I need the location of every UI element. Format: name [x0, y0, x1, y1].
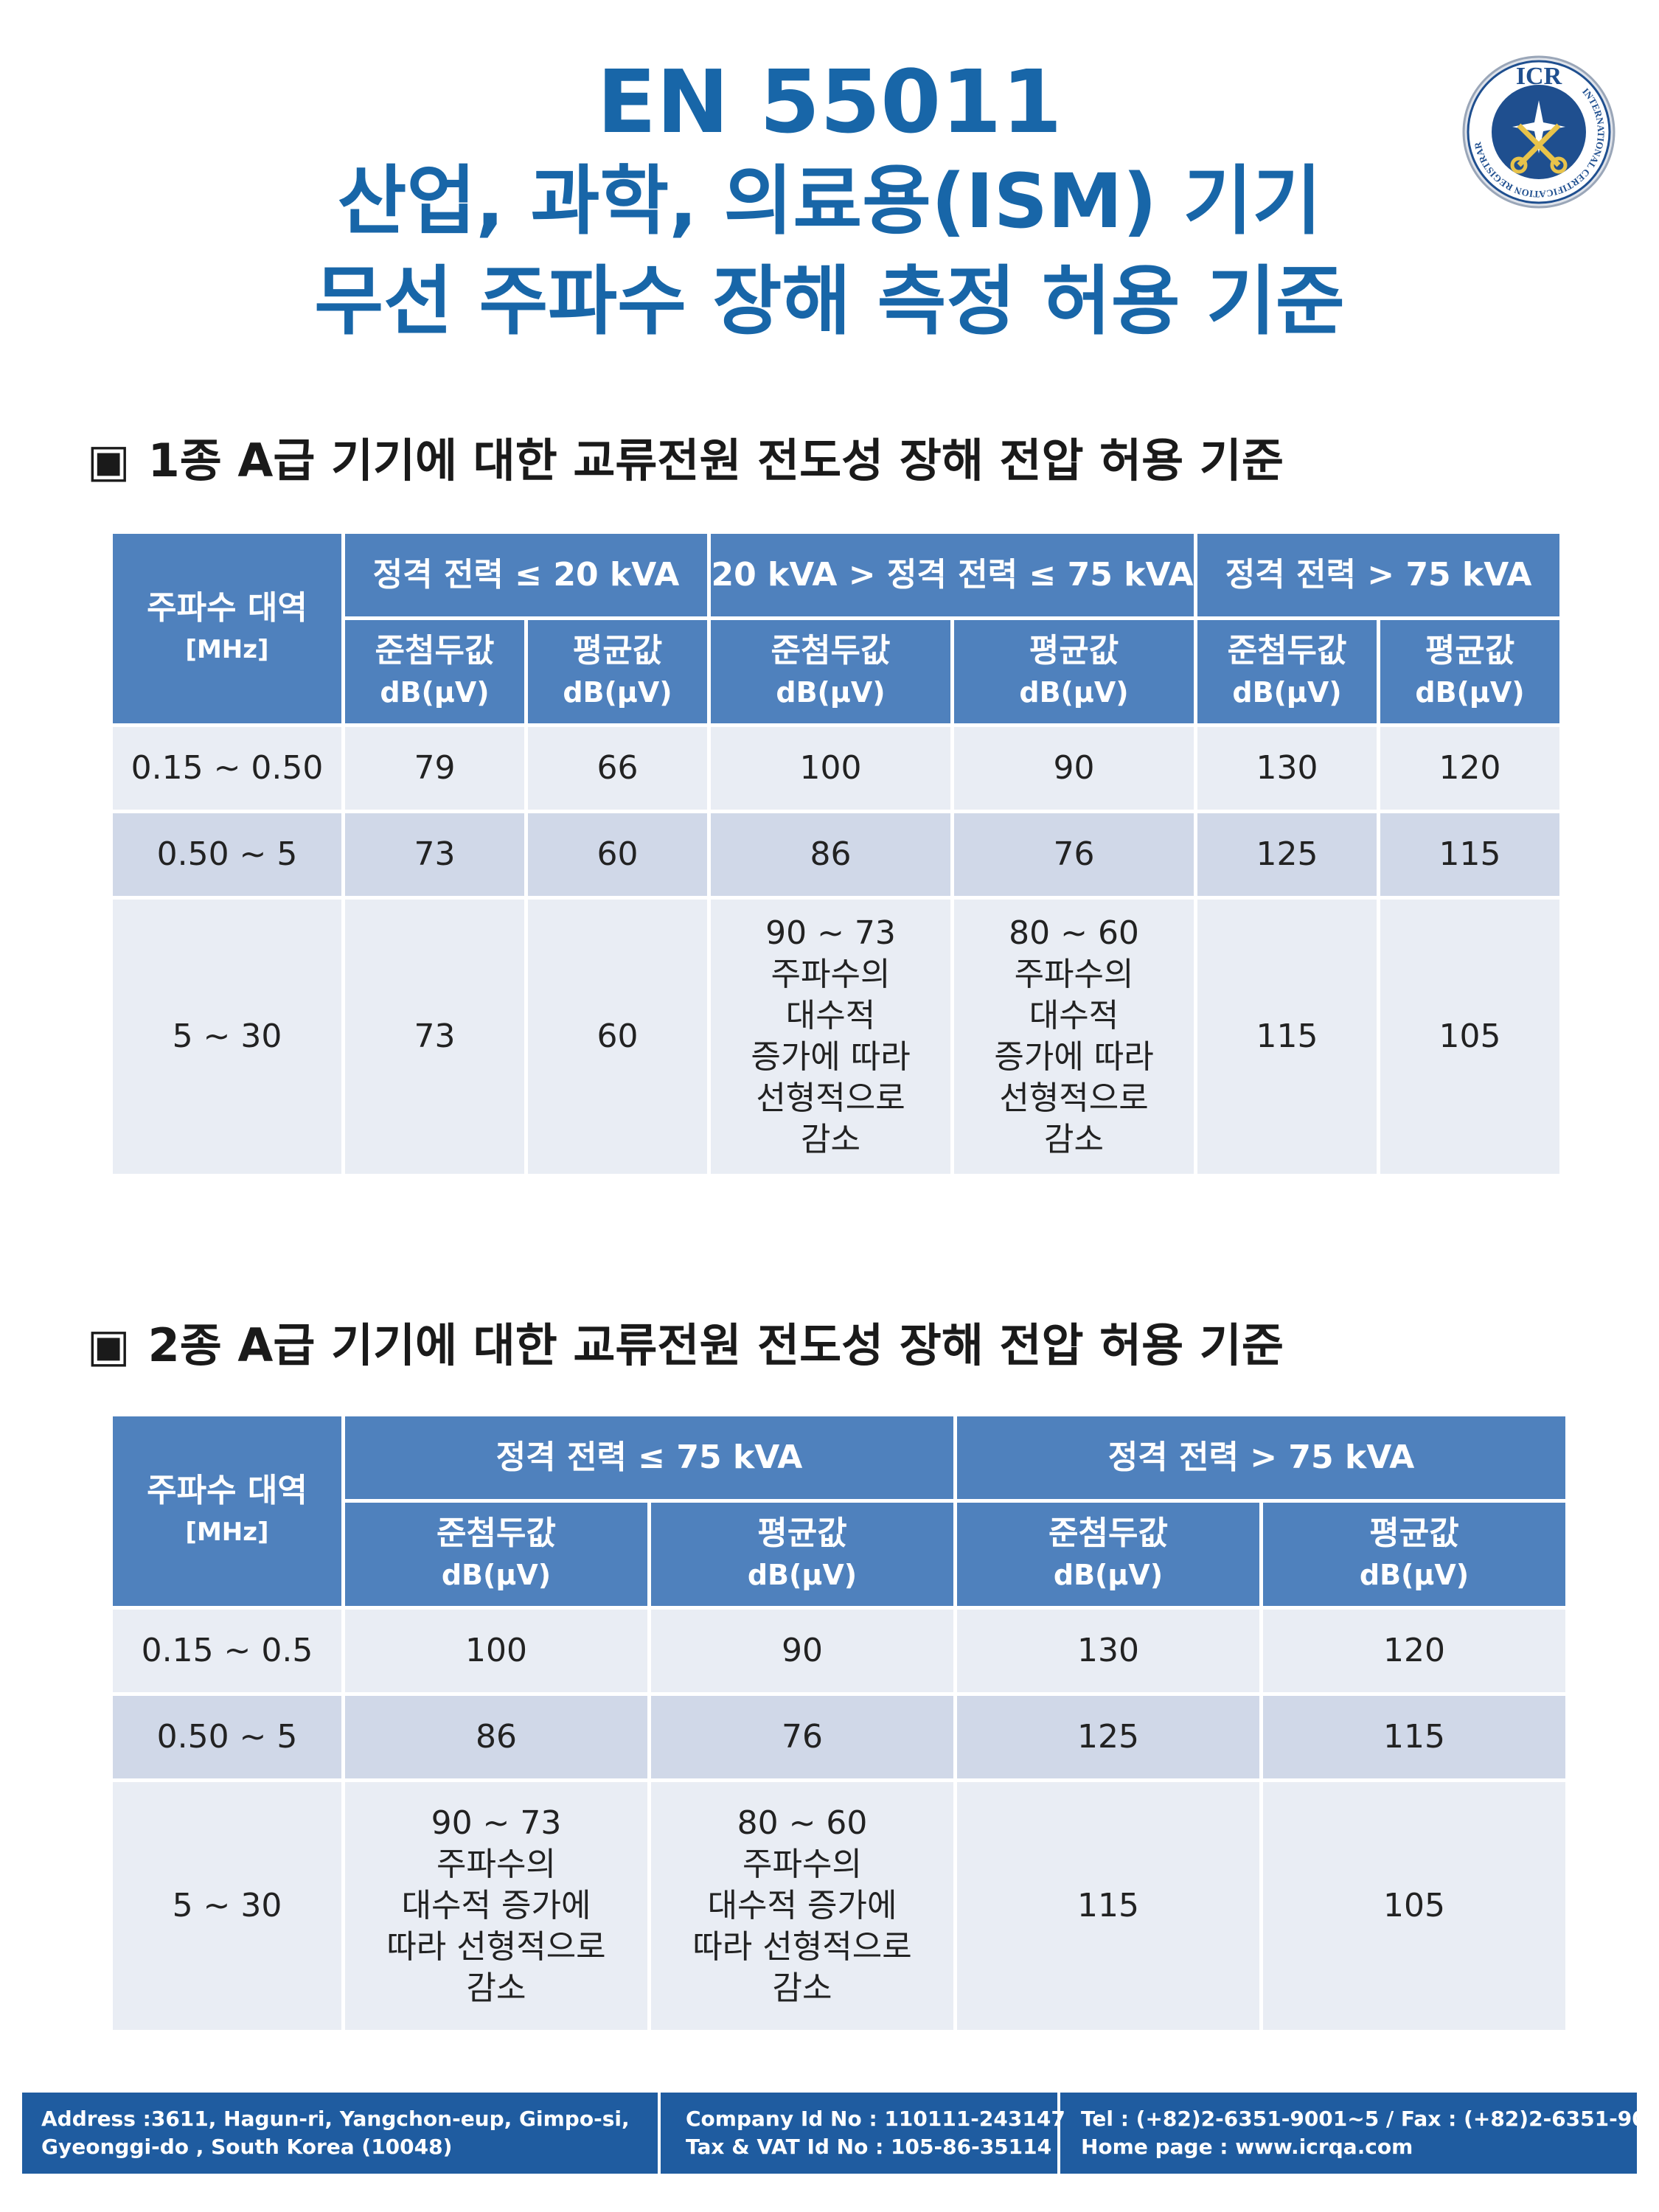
company-id: Company Id No : 110111-243147: [686, 2107, 1065, 2131]
table-cell: 120: [1263, 1610, 1566, 1692]
table-cell: 73: [345, 900, 524, 1174]
tel-fax: Tel : (+82)2-6351-9001~5 / Fax : (+82)2-…: [1081, 2107, 1659, 2131]
tax-id: Tax & VAT Id No : 105-86-35114: [686, 2135, 1052, 2159]
average-header: 평균값 dB(μV): [954, 620, 1194, 723]
footer-bar: Address :3611, Hagun-ri, Yangchon-eup, G…: [22, 2093, 1659, 2174]
quasi-peak-header: 준첨두값 dB(μV): [1197, 620, 1377, 723]
address-line-2: Gyeonggi-do , South Korea (10048): [41, 2135, 453, 2159]
table-cell: 0.50 ~ 5: [113, 813, 341, 896]
table-cell: 5 ~ 30: [113, 1782, 341, 2030]
table-cell: 76: [954, 813, 1194, 896]
table-cell: 60: [528, 813, 708, 896]
homepage-link[interactable]: Home page : www.icrqa.com: [1081, 2135, 1413, 2159]
table-cell: 115: [1263, 1696, 1566, 1778]
average-header: 평균값 dB(μV): [528, 620, 708, 723]
table-cell: 80 ~ 60 주파수의 대수적 증가에 따라 선형적으로 감소: [954, 900, 1194, 1174]
average-header: 평균값 dB(μV): [1263, 1503, 1566, 1606]
limits-table-class2: 주파수 대역 [MHz] 정격 전력 ≤ 75 kVA 정격 전력 > 75 k…: [109, 1413, 1569, 2034]
address-line-1: Address :3611, Hagun-ri, Yangchon-eup, G…: [41, 2107, 630, 2131]
frequency-header: 주파수 대역 [MHz]: [113, 1416, 341, 1606]
title-line-2: 산업, 과학, 의료용(ISM) 기기: [337, 158, 1322, 246]
table-cell: 86: [711, 813, 951, 896]
table-cell: 130: [1197, 727, 1377, 810]
table-cell: 90 ~ 73 주파수의 대수적 증가에 따라 선형적으로 감소: [345, 1782, 647, 2030]
limits-table-class1: 주파수 대역 [MHz] 정격 전력 ≤ 20 kVA 20 kVA > 정격 …: [109, 530, 1563, 1178]
section-2-heading-text: 2종 A급 기기에 대한 교류전원 전도성 장해 전압 허용 기준: [147, 1318, 1284, 1372]
title-line-3: 무선 주파수 장해 측정 허용 기준: [314, 258, 1345, 346]
logo-text: ICR: [1516, 63, 1562, 90]
table-cell: 90: [954, 727, 1194, 810]
group-header: 20 kVA > 정격 전력 ≤ 75 kVA: [711, 534, 1194, 616]
footer-address: Address :3611, Hagun-ri, Yangchon-eup, G…: [41, 2093, 630, 2174]
section-marker-icon: ▣: [87, 434, 131, 487]
table-cell: 130: [957, 1610, 1260, 1692]
keys-icon: [1510, 100, 1568, 174]
footer-divider: [1057, 2093, 1060, 2174]
table-cell: 115: [1197, 900, 1377, 1174]
footer-company-ids: Company Id No : 110111-243147 Tax & VAT …: [686, 2093, 1065, 2174]
table-row: 0.15 ~ 0.5 100 90 130 120: [113, 1610, 1566, 1692]
table-cell: 105: [1263, 1782, 1566, 2030]
average-header: 평균값 dB(μV): [651, 1503, 954, 1606]
table-cell: 0.15 ~ 0.5: [113, 1610, 341, 1692]
table-cell: 76: [651, 1696, 954, 1778]
quasi-peak-header: 준첨두값 dB(μV): [957, 1503, 1260, 1606]
group-header: 정격 전력 > 75 kVA: [1197, 534, 1560, 616]
table-cell: 73: [345, 813, 524, 896]
title-standard: EN 55011: [597, 51, 1062, 153]
table-cell: 115: [957, 1782, 1260, 2030]
table-cell: 66: [528, 727, 708, 810]
section-1-heading-text: 1종 A급 기기에 대한 교류전원 전도성 장해 전압 허용 기준: [147, 434, 1284, 487]
group-header: 정격 전력 ≤ 20 kVA: [345, 534, 708, 616]
table-cell: 0.15 ~ 0.50: [113, 727, 341, 810]
table-row: 5 ~ 30 90 ~ 73 주파수의 대수적 증가에 따라 선형적으로 감소 …: [113, 1782, 1566, 2030]
table-cell: 100: [345, 1610, 647, 1692]
table-cell: 60: [528, 900, 708, 1174]
table-cell: 90 ~ 73 주파수의 대수적 증가에 따라 선형적으로 감소: [711, 900, 951, 1174]
table-cell: 120: [1380, 727, 1560, 810]
table-cell: 90: [651, 1610, 954, 1692]
icr-logo: INTERNATIONAL CERTIFICATION REGISTRAR IC…: [1462, 55, 1615, 209]
table-cell: 80 ~ 60 주파수의 대수적 증가에 따라 선형적으로 감소: [651, 1782, 954, 2030]
quasi-peak-header: 준첨두값 dB(μV): [345, 620, 524, 723]
table-cell: 0.50 ~ 5: [113, 1696, 341, 1778]
quasi-peak-header: 준첨두값 dB(μV): [345, 1503, 647, 1606]
footer-contact: Tel : (+82)2-6351-9001~5 / Fax : (+82)2-…: [1081, 2093, 1659, 2174]
table-cell: 5 ~ 30: [113, 900, 341, 1174]
section-2-heading: ▣ 2종 A급 기기에 대한 교류전원 전도성 장해 전압 허용 기준: [87, 1308, 1284, 1374]
table-row: 0.15 ~ 0.50 79 66 100 90 130 120: [113, 727, 1560, 810]
average-header: 평균값 dB(μV): [1380, 620, 1560, 723]
table-row: 0.50 ~ 5 86 76 125 115: [113, 1696, 1566, 1778]
group-header: 정격 전력 ≤ 75 kVA: [345, 1416, 954, 1499]
table-cell: 100: [711, 727, 951, 810]
footer-divider: [658, 2093, 661, 2174]
table-row: 5 ~ 30 73 60 90 ~ 73 주파수의 대수적 증가에 따라 선형적…: [113, 900, 1560, 1174]
table-cell: 105: [1380, 900, 1560, 1174]
table-cell: 125: [1197, 813, 1377, 896]
section-1-heading: ▣ 1종 A급 기기에 대한 교류전원 전도성 장해 전압 허용 기준: [87, 423, 1284, 490]
frequency-header: 주파수 대역 [MHz]: [113, 534, 341, 723]
table-cell: 115: [1380, 813, 1560, 896]
table-row: 0.50 ~ 5 73 60 86 76 125 115: [113, 813, 1560, 896]
group-header: 정격 전력 > 75 kVA: [957, 1416, 1566, 1499]
table-cell: 125: [957, 1696, 1260, 1778]
table-cell: 86: [345, 1696, 647, 1778]
section-marker-icon: ▣: [87, 1318, 131, 1372]
quasi-peak-header: 준첨두값 dB(μV): [711, 620, 951, 723]
document-title: EN 55011 산업, 과학, 의료용(ISM) 기기 무선 주파수 장해 측…: [0, 52, 1659, 352]
table-cell: 79: [345, 727, 524, 810]
